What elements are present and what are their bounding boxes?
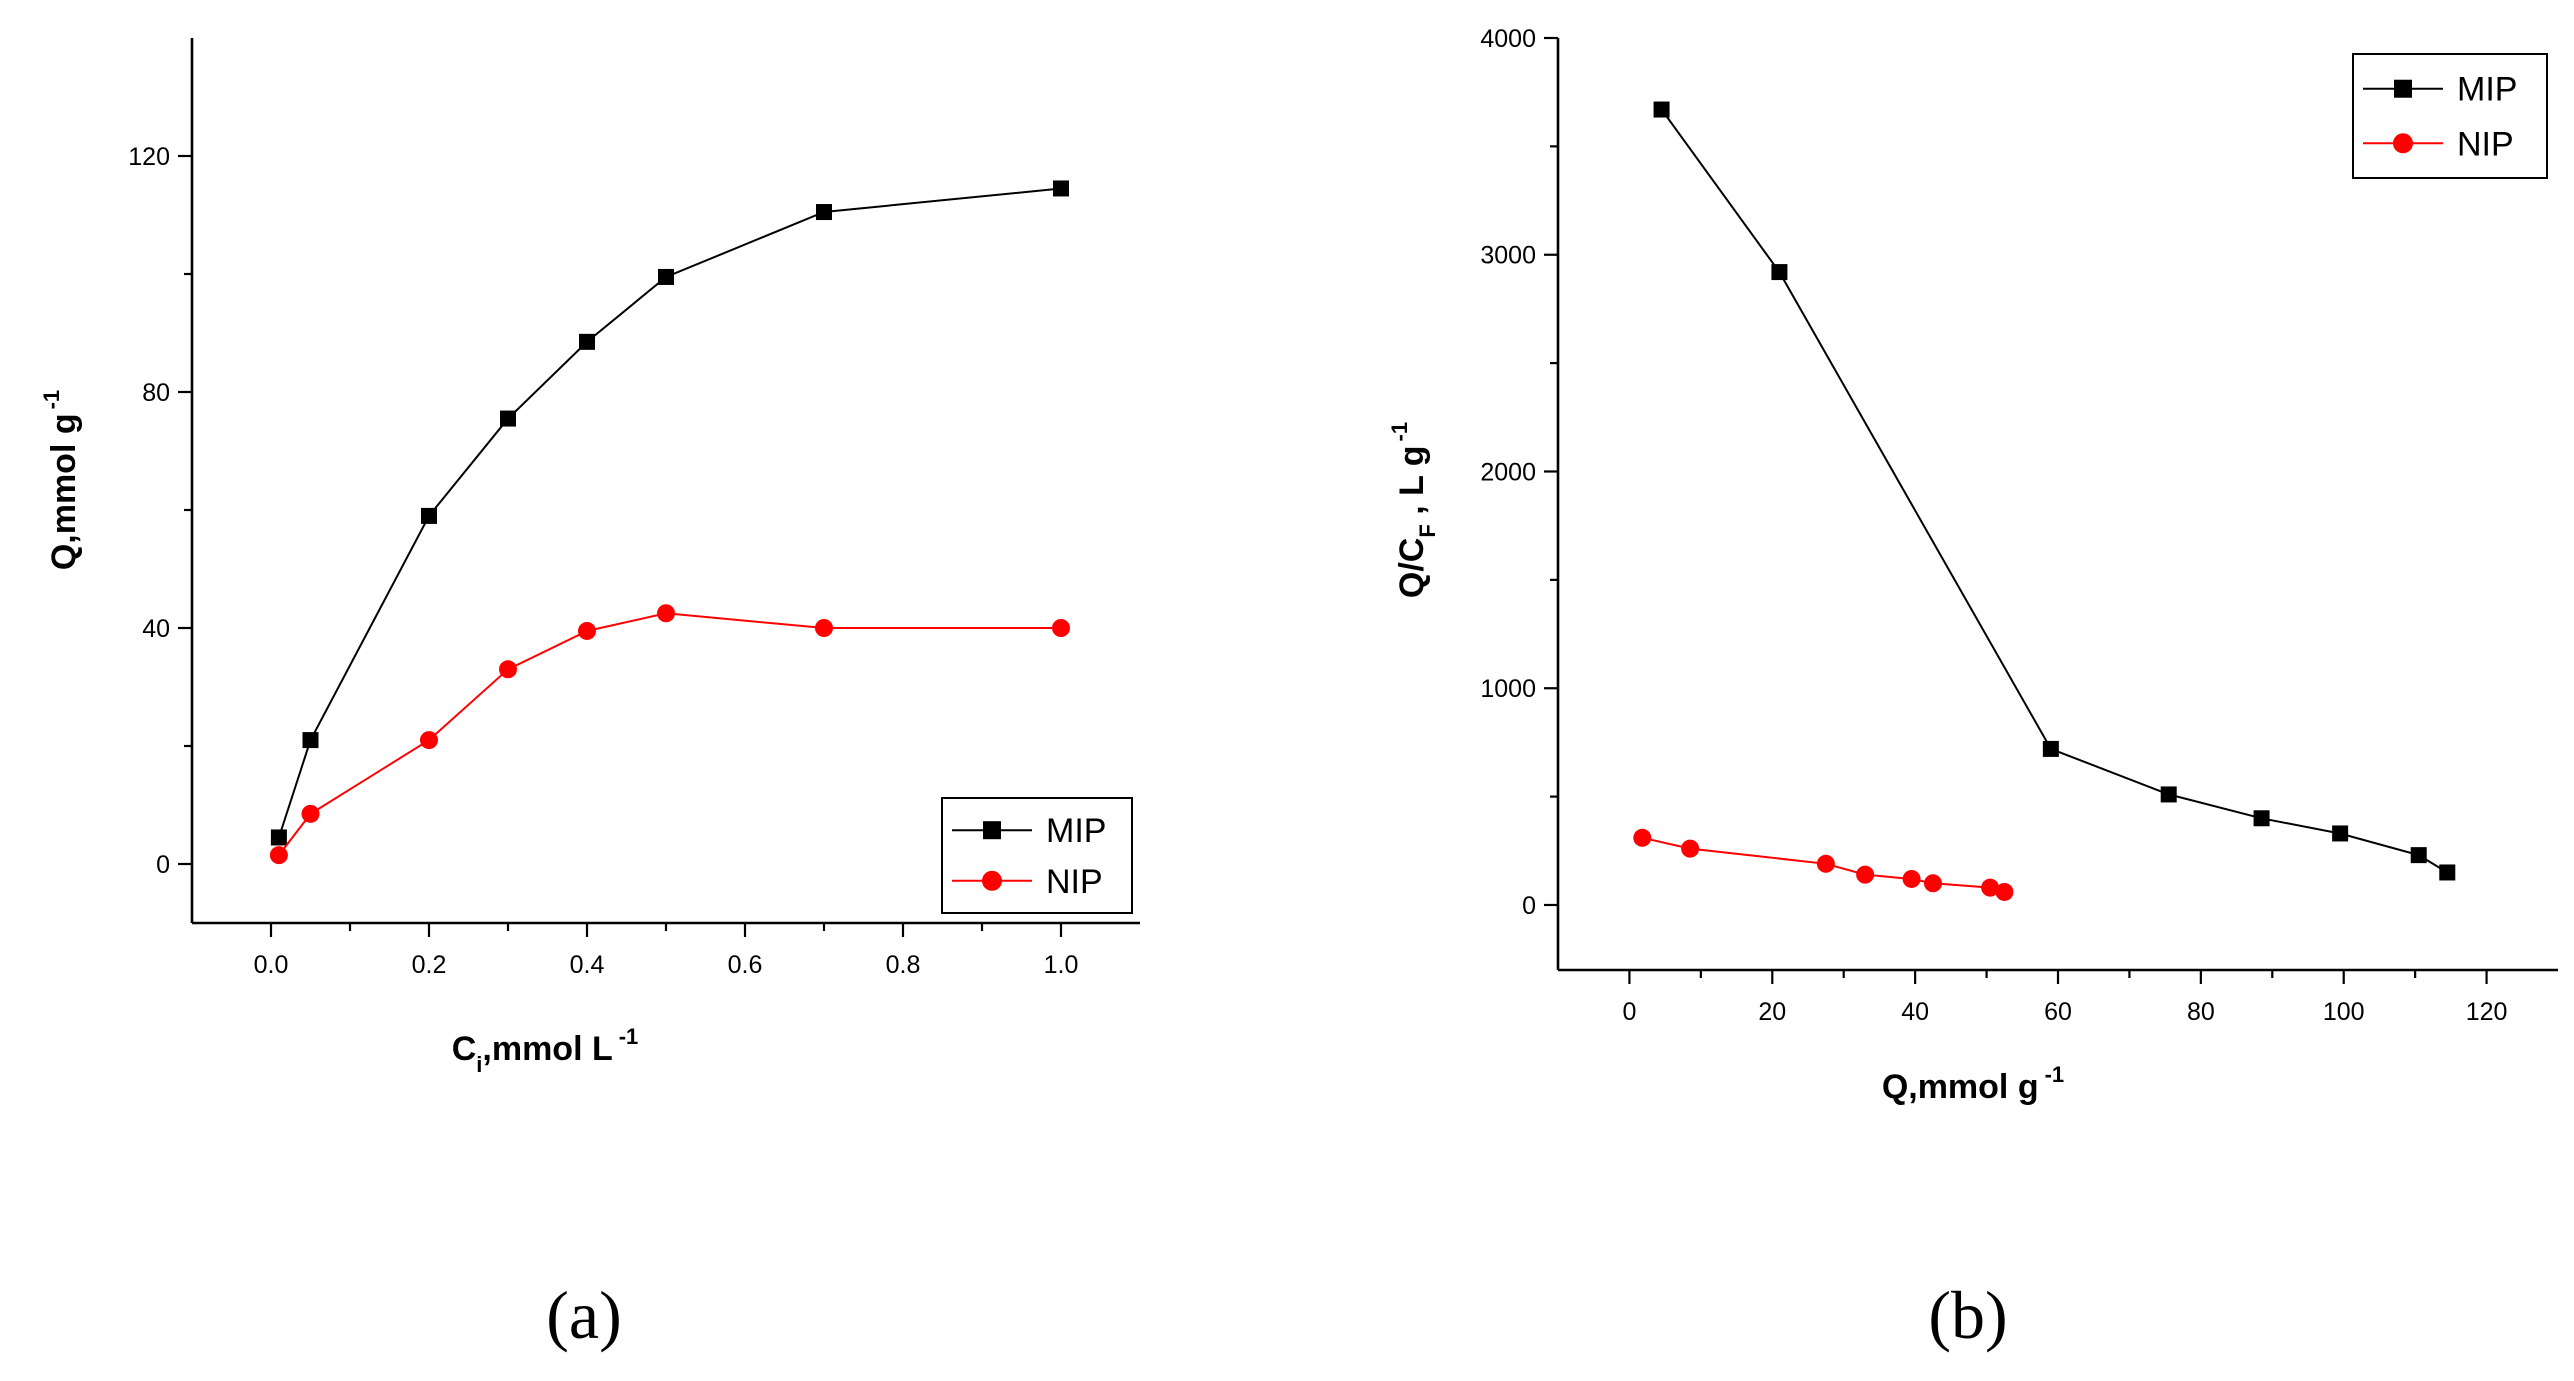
y-tick-label: 120 xyxy=(128,143,170,171)
legend-box xyxy=(2352,53,2548,179)
data-point-square xyxy=(1771,264,1788,281)
y-tick-label: 1000 xyxy=(1480,675,1536,703)
x-axis-title-rest: ,mmol L xyxy=(482,1030,612,1068)
data-point-circle xyxy=(1052,619,1070,637)
y-axis-title-sup: -1 xyxy=(39,390,64,410)
y-axis-title-sub: F xyxy=(1415,524,1440,537)
x-tick-label: 40 xyxy=(1901,998,1929,1026)
data-point-circle xyxy=(1681,839,1700,858)
y-tick-label: 4000 xyxy=(1480,25,1536,53)
series-line-nip xyxy=(1642,836,2005,893)
x-tick-label: 120 xyxy=(2466,998,2508,1026)
data-point-circle xyxy=(1995,882,2014,901)
x-tick-label: 100 xyxy=(2323,998,2365,1026)
x-tick-label: 80 xyxy=(2187,998,2215,1026)
legend: MIP NIP xyxy=(941,797,1133,914)
data-point-square xyxy=(270,829,287,846)
series-nip xyxy=(1633,828,2014,901)
panel-label: (a) xyxy=(546,1277,621,1353)
x-tick-label: 0.2 xyxy=(412,951,447,979)
data-point-square xyxy=(421,507,437,524)
data-point-circle xyxy=(420,731,438,750)
legend-label-nip: NIP xyxy=(1046,863,1103,901)
chart-panel-b: 0 20 40 60 80 100 120 0 1000 2000 3000 4000 MIP NIP Q,… xyxy=(1387,25,2558,1353)
x-tick-label: 1.0 xyxy=(1044,951,1079,979)
y-tick-label: 40 xyxy=(142,615,170,643)
x-axis-title-sup: -1 xyxy=(619,1024,639,1049)
x-axis-title: Ci,mmol L -1 xyxy=(452,1024,639,1077)
data-point-square xyxy=(2253,810,2270,827)
data-point-square xyxy=(1053,180,1069,197)
legend-square-marker xyxy=(2394,79,2412,98)
x-axis-title-sup: -1 xyxy=(2045,1062,2065,1087)
legend-square-marker xyxy=(983,821,1001,840)
x-tick-label: 20 xyxy=(1758,998,1786,1026)
legend: MIP NIP xyxy=(2352,53,2548,179)
panel-label: (b) xyxy=(1928,1277,2007,1353)
series-line-nip xyxy=(278,612,1061,856)
legend-label-mip: MIP xyxy=(2457,71,2517,109)
data-point-square xyxy=(2042,740,2059,757)
data-point-circle xyxy=(815,619,833,637)
legend-circle-marker xyxy=(982,870,1002,891)
x-tick-label: 60 xyxy=(2044,998,2072,1026)
chart-panel-a: 0.0 0.2 0.4 0.6 0.8 1.0 0 40 80 120 MIP NIP Ci,mmol … xyxy=(39,38,1140,1353)
series-mip xyxy=(270,180,1069,846)
x-tick-label: 0.4 xyxy=(570,951,605,979)
data-point-square xyxy=(2332,825,2349,842)
series-nip xyxy=(269,604,1070,865)
y-axis-title-main: Q/C xyxy=(1393,538,1431,598)
x-axis-title-sub: i xyxy=(476,1052,482,1077)
x-tick-label: 0.8 xyxy=(886,951,921,979)
series-line-mip xyxy=(1660,108,2448,874)
series-mip xyxy=(1653,101,2456,881)
data-point-square xyxy=(2160,786,2177,803)
data-point-circle xyxy=(1981,878,2000,897)
y-axis-title: Q/CF , L g -1 xyxy=(1387,422,1440,598)
data-point-square xyxy=(1653,101,1670,118)
y-tick-label: 0 xyxy=(1522,892,1536,920)
data-point-square xyxy=(658,268,674,285)
legend-label-mip: MIP xyxy=(1046,812,1106,850)
data-point-circle xyxy=(1633,828,1652,847)
y-axis-title: Q,mmol g -1 xyxy=(39,390,83,570)
data-point-square xyxy=(302,732,319,749)
data-point-circle xyxy=(578,621,596,640)
legend-circle-marker xyxy=(2393,133,2413,154)
y-tick-label: 2000 xyxy=(1480,458,1536,486)
data-point-circle xyxy=(1856,865,1875,884)
y-axis-title-main: Q,mmol g xyxy=(45,413,83,570)
data-point-circle xyxy=(1902,869,1921,888)
x-axis-title-main: Q,mmol g xyxy=(1882,1068,2039,1106)
data-point-square xyxy=(579,333,595,350)
data-point-circle xyxy=(657,604,675,623)
data-point-square xyxy=(816,204,832,221)
x-tick-label: 0 xyxy=(1622,998,1636,1026)
x-tick-label: 0.6 xyxy=(728,951,763,979)
x-axis-title-main: C xyxy=(452,1030,477,1068)
data-point-circle xyxy=(1924,874,1942,893)
data-point-circle xyxy=(269,846,288,865)
y-axis-title-sup: -1 xyxy=(1387,422,1412,442)
data-point-circle xyxy=(1816,854,1835,873)
data-point-circle xyxy=(301,804,320,823)
y-tick-label: 80 xyxy=(142,379,170,407)
series-line-mip xyxy=(277,187,1062,838)
legend-box xyxy=(941,797,1133,914)
data-point-square xyxy=(2410,847,2427,864)
legend-label-nip: NIP xyxy=(2457,125,2514,163)
data-point-circle xyxy=(499,660,517,679)
y-tick-label: 3000 xyxy=(1480,242,1536,270)
x-axis-title: Q,mmol g -1 xyxy=(1882,1062,2064,1106)
x-tick-label: 0.0 xyxy=(254,951,289,979)
data-point-square xyxy=(2439,864,2456,881)
y-axis-title-rest: , L g xyxy=(1393,445,1431,524)
y-tick-label: 0 xyxy=(156,851,170,879)
data-point-square xyxy=(500,410,516,427)
